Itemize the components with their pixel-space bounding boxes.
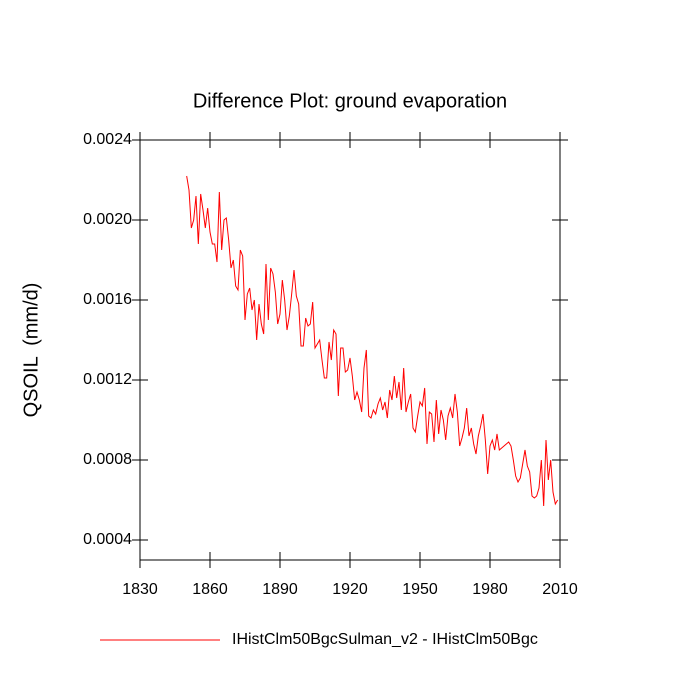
- y-axis-label: QSOIL (mm/d): [20, 283, 42, 418]
- x-tick-label: 2010: [542, 581, 578, 598]
- y-tick-label: 0.0016: [83, 291, 132, 308]
- y-tick-label: 0.0024: [83, 131, 132, 148]
- x-tick-label: 1920: [332, 581, 368, 598]
- y-tick-label: 0.0012: [83, 371, 132, 388]
- x-tick-label: 1950: [402, 581, 438, 598]
- x-tick-label: 1980: [472, 581, 508, 598]
- y-tick-label: 0.0004: [83, 531, 132, 548]
- y-tick-label: 0.0020: [83, 211, 132, 228]
- x-tick-label: 1830: [122, 581, 158, 598]
- x-tick-label: 1860: [192, 581, 228, 598]
- plot-frame: [139, 139, 561, 561]
- x-tick-label: 1890: [262, 581, 298, 598]
- chart-title: Difference Plot: ground evaporation: [193, 90, 507, 112]
- data-line: [186, 175, 559, 507]
- legend-label: IHistClm50BgcSulman_v2 - IHistClm50Bgc: [232, 631, 538, 648]
- y-tick-label: 0.0008: [83, 451, 132, 468]
